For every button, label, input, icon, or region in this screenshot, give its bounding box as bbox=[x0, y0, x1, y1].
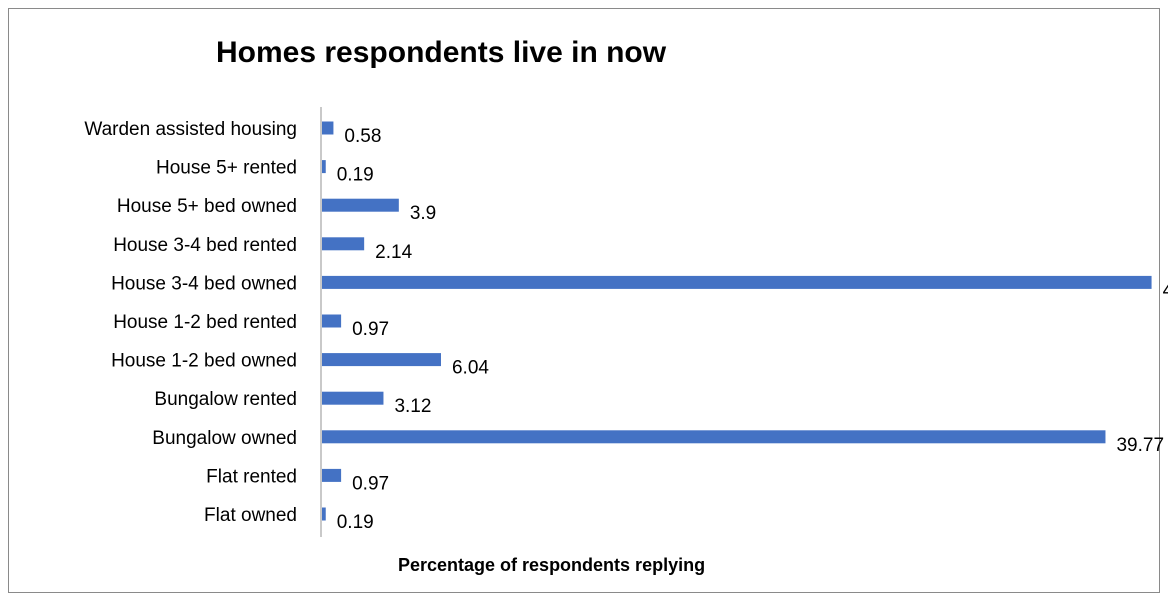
category-label: Flat owned bbox=[204, 505, 297, 526]
x-axis-label: Percentage of respondents replying bbox=[398, 555, 706, 575]
bar bbox=[322, 237, 365, 251]
bar bbox=[322, 507, 326, 521]
data-label: 0.19 bbox=[337, 165, 374, 186]
category-label: House 5+ bed owned bbox=[117, 196, 297, 217]
category-label: Bungalow rented bbox=[154, 389, 297, 410]
category-label: Warden assisted housing bbox=[84, 119, 297, 140]
bar bbox=[322, 430, 1106, 444]
category-label: House 3-4 bed rented bbox=[113, 235, 297, 256]
category-label: House 3-4 bed owned bbox=[111, 273, 297, 294]
data-label: 6.04 bbox=[452, 358, 489, 379]
category-label: House 5+ rented bbox=[156, 158, 297, 179]
data-label: 0.19 bbox=[337, 512, 374, 533]
chart-frame bbox=[8, 8, 1160, 593]
data-label: 0.58 bbox=[344, 126, 381, 147]
chart-title: Homes respondents live in now bbox=[216, 36, 667, 69]
bar bbox=[322, 314, 342, 328]
bar bbox=[322, 391, 384, 405]
data-label: 3.12 bbox=[394, 396, 431, 417]
category-label: House 1-2 bed owned bbox=[111, 351, 297, 372]
data-label: 42.11 bbox=[1163, 280, 1168, 301]
data-label: 0.97 bbox=[352, 319, 389, 340]
category-label: House 1-2 bed rented bbox=[113, 312, 297, 333]
data-label: 3.9 bbox=[410, 203, 436, 224]
bar bbox=[322, 468, 342, 482]
category-label: Flat rented bbox=[206, 466, 297, 487]
category-label: Bungalow owned bbox=[152, 428, 297, 449]
bar bbox=[322, 198, 399, 212]
bar bbox=[322, 160, 326, 174]
bar bbox=[322, 121, 334, 135]
bar bbox=[322, 275, 1152, 289]
data-label: 2.14 bbox=[375, 242, 412, 263]
bar bbox=[322, 353, 441, 367]
data-label: 0.97 bbox=[352, 473, 389, 494]
data-label: 39.77 bbox=[1116, 435, 1164, 456]
